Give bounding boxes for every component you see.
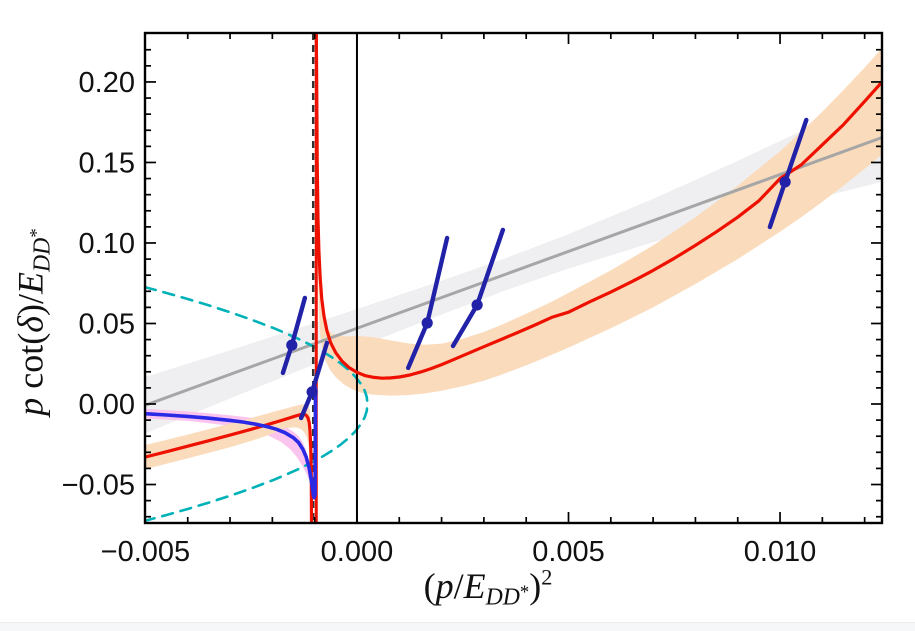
x-tick-label: 0.005 bbox=[532, 536, 605, 568]
y-tick-label: 0.05 bbox=[79, 308, 135, 340]
lattice-level-1-point bbox=[286, 339, 298, 351]
red-ere-fit-left bbox=[145, 412, 314, 523]
axis-title-part: DD bbox=[29, 237, 56, 272]
x-tick-label: 0.010 bbox=[744, 536, 817, 568]
lattice-level-2-point bbox=[306, 386, 318, 398]
axis-title-part: p bbox=[10, 397, 51, 416]
axis-title-part: ) bbox=[529, 565, 542, 606]
axis-title-part: p bbox=[435, 565, 454, 606]
window-edge-strip bbox=[0, 622, 915, 631]
gray-fit-band bbox=[145, 93, 882, 434]
axis-title-part: * bbox=[519, 581, 530, 603]
axis-title-part: 2 bbox=[541, 564, 553, 590]
y-tick-label: −0.05 bbox=[62, 470, 135, 502]
y-tick-label: 0.00 bbox=[79, 389, 135, 421]
y-tick-label: 0.15 bbox=[79, 147, 135, 179]
axis-title-part: δ bbox=[10, 315, 51, 333]
gray-linear-fit bbox=[145, 136, 882, 407]
axis-title-part: cot( bbox=[10, 332, 51, 398]
y-tick-label: 0.20 bbox=[79, 67, 135, 99]
red-ere-fit-right bbox=[314, 33, 882, 380]
plot-frame bbox=[143, 31, 884, 525]
orange-band-left bbox=[145, 404, 312, 523]
y-tick-label: 0.10 bbox=[79, 228, 135, 260]
axis-title-part: ( bbox=[423, 565, 436, 606]
axis-title-part: E bbox=[10, 271, 51, 294]
orange-band-right bbox=[318, 48, 882, 396]
x-tick-label: −0.005 bbox=[101, 536, 191, 568]
axis-title-part: E bbox=[463, 565, 486, 606]
axis-title-part: )/ bbox=[10, 293, 51, 316]
lattice-level-4-point bbox=[471, 299, 483, 311]
x-axis-title: (p/EDD*)2 bbox=[424, 564, 553, 611]
blue-virtual-state-curve bbox=[145, 386, 318, 500]
x-tick-label: 0.000 bbox=[321, 536, 394, 568]
lattice-level-3-point bbox=[421, 317, 433, 329]
plot-area bbox=[145, 33, 882, 523]
axis-title-part: * bbox=[26, 228, 48, 238]
axis-title-part: DD bbox=[485, 584, 520, 611]
axis-title-part: / bbox=[453, 565, 464, 606]
cyan-dashed-sqrt bbox=[145, 285, 369, 523]
y-axis-title: p cot(δ)/EDD* bbox=[10, 228, 57, 415]
lattice-level-5-point bbox=[779, 176, 791, 188]
